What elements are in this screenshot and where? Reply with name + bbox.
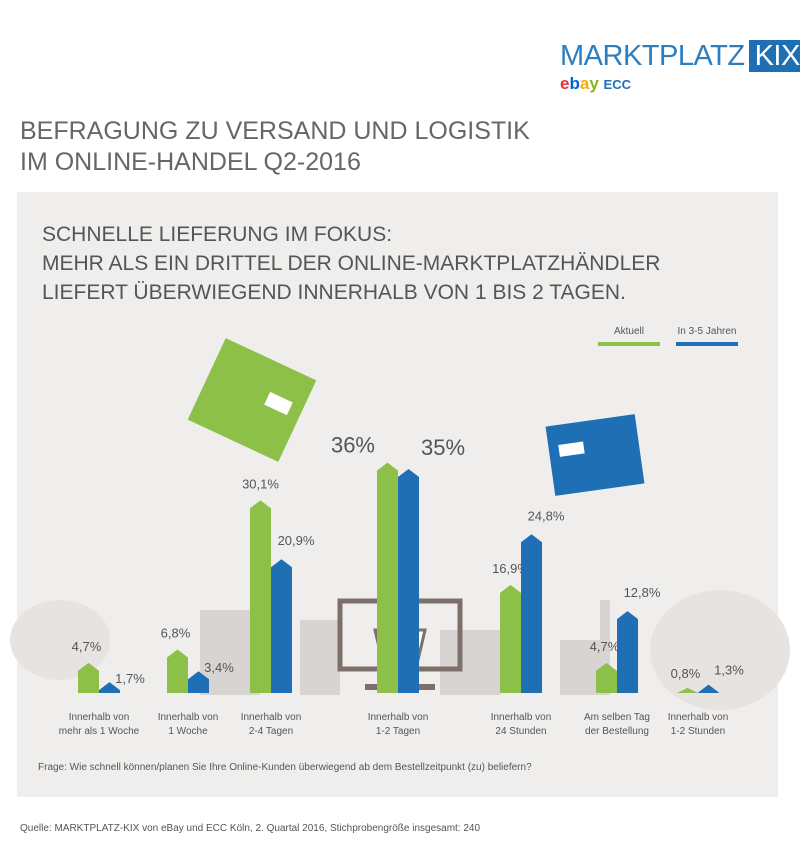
page-title: BEFRAGUNG ZU VERSAND UND LOGISTIK IM ONLI…: [20, 116, 530, 178]
data-label: 1,7%: [115, 671, 145, 686]
bar-future: [617, 611, 638, 693]
data-label: 30,1%: [242, 476, 279, 491]
blue-box-decoration: [545, 414, 645, 496]
bar-current: [596, 662, 617, 693]
data-label: 20,9%: [278, 533, 315, 548]
category-label: 1-2 Tagen: [376, 726, 420, 737]
data-label: 4,7%: [590, 639, 620, 654]
bar-current: [500, 584, 521, 693]
bar-current: [250, 500, 271, 693]
legend-swatch: [598, 342, 660, 346]
category-label: der Bestellung: [585, 726, 649, 737]
category-label: 2-4 Tagen: [249, 726, 293, 737]
bar-future: [398, 469, 419, 693]
headline-line: MEHR ALS EIN DRITTEL DER ONLINE-MARKTPLA…: [42, 252, 661, 275]
data-label: 3,4%: [204, 660, 234, 675]
category-label: Innerhalb von: [241, 712, 302, 723]
data-label: 1,3%: [714, 663, 744, 678]
category-label: 1-2 Stunden: [671, 726, 726, 737]
logo: MARKTPLATZ KIX ebay ECC: [560, 40, 800, 94]
bar-future: [188, 671, 209, 693]
category-label: Am selben Tag: [584, 712, 650, 723]
partner-logos: ebay ECC: [560, 74, 631, 93]
data-label: 16,9%: [492, 561, 529, 576]
title-line: IM ONLINE-HANDEL Q2-2016: [20, 148, 361, 176]
category-label: Innerhalb von: [158, 712, 219, 723]
bar-current: [78, 662, 99, 693]
legend-future: In 3-5 Jahren: [676, 326, 738, 346]
headline: SCHNELLE LIEFERUNG IM FOKUS: MEHR ALS EIN…: [42, 220, 660, 307]
data-label: 4,7%: [72, 639, 102, 654]
legend-label: In 3-5 Jahren: [677, 326, 737, 337]
category-label: mehr als 1 Woche: [59, 726, 140, 737]
data-label: 0,8%: [671, 666, 701, 681]
category-label: 1 Woche: [168, 726, 208, 737]
bar-current: [377, 462, 398, 693]
category-label: Innerhalb von: [69, 712, 130, 723]
source-note: Quelle: MARKTPLATZ-KIX von eBay und ECC …: [20, 823, 481, 834]
survey-question: Frage: Wie schnell können/planen Sie Ihr…: [38, 762, 532, 773]
logo-brand: MARKTPLATZ: [560, 40, 745, 72]
category-label: Innerhalb von: [491, 712, 552, 723]
legend-label: Aktuell: [613, 326, 644, 337]
bar-future: [521, 534, 542, 693]
logo-kix: KIX: [748, 40, 800, 72]
data-label: 36%: [331, 433, 375, 458]
bar-future: [698, 684, 719, 693]
legend-swatch: [676, 342, 738, 346]
bar-future: [271, 559, 292, 693]
bar-future: [99, 682, 120, 693]
data-label: 6,8%: [161, 625, 191, 640]
title-line: BEFRAGUNG ZU VERSAND UND LOGISTIK: [20, 117, 530, 145]
skyline-decoration: [10, 590, 790, 710]
legend-aktuell: Aktuell: [598, 326, 660, 346]
headline-line: LIEFERT ÜBERWIEGEND INNERHALB VON 1 BIS …: [42, 281, 626, 304]
category-label: Innerhalb von: [668, 712, 729, 723]
bar-current: [167, 649, 188, 693]
green-box-decoration: [187, 338, 317, 462]
headline-line: SCHNELLE LIEFERUNG IM FOKUS:: [42, 223, 393, 246]
data-label: 35%: [421, 435, 465, 460]
category-label: Innerhalb von: [368, 712, 429, 723]
category-label: 24 Stunden: [495, 726, 546, 737]
bar-current: [677, 687, 698, 693]
data-label: 24,8%: [528, 508, 565, 523]
data-label: 12,8%: [624, 585, 661, 600]
